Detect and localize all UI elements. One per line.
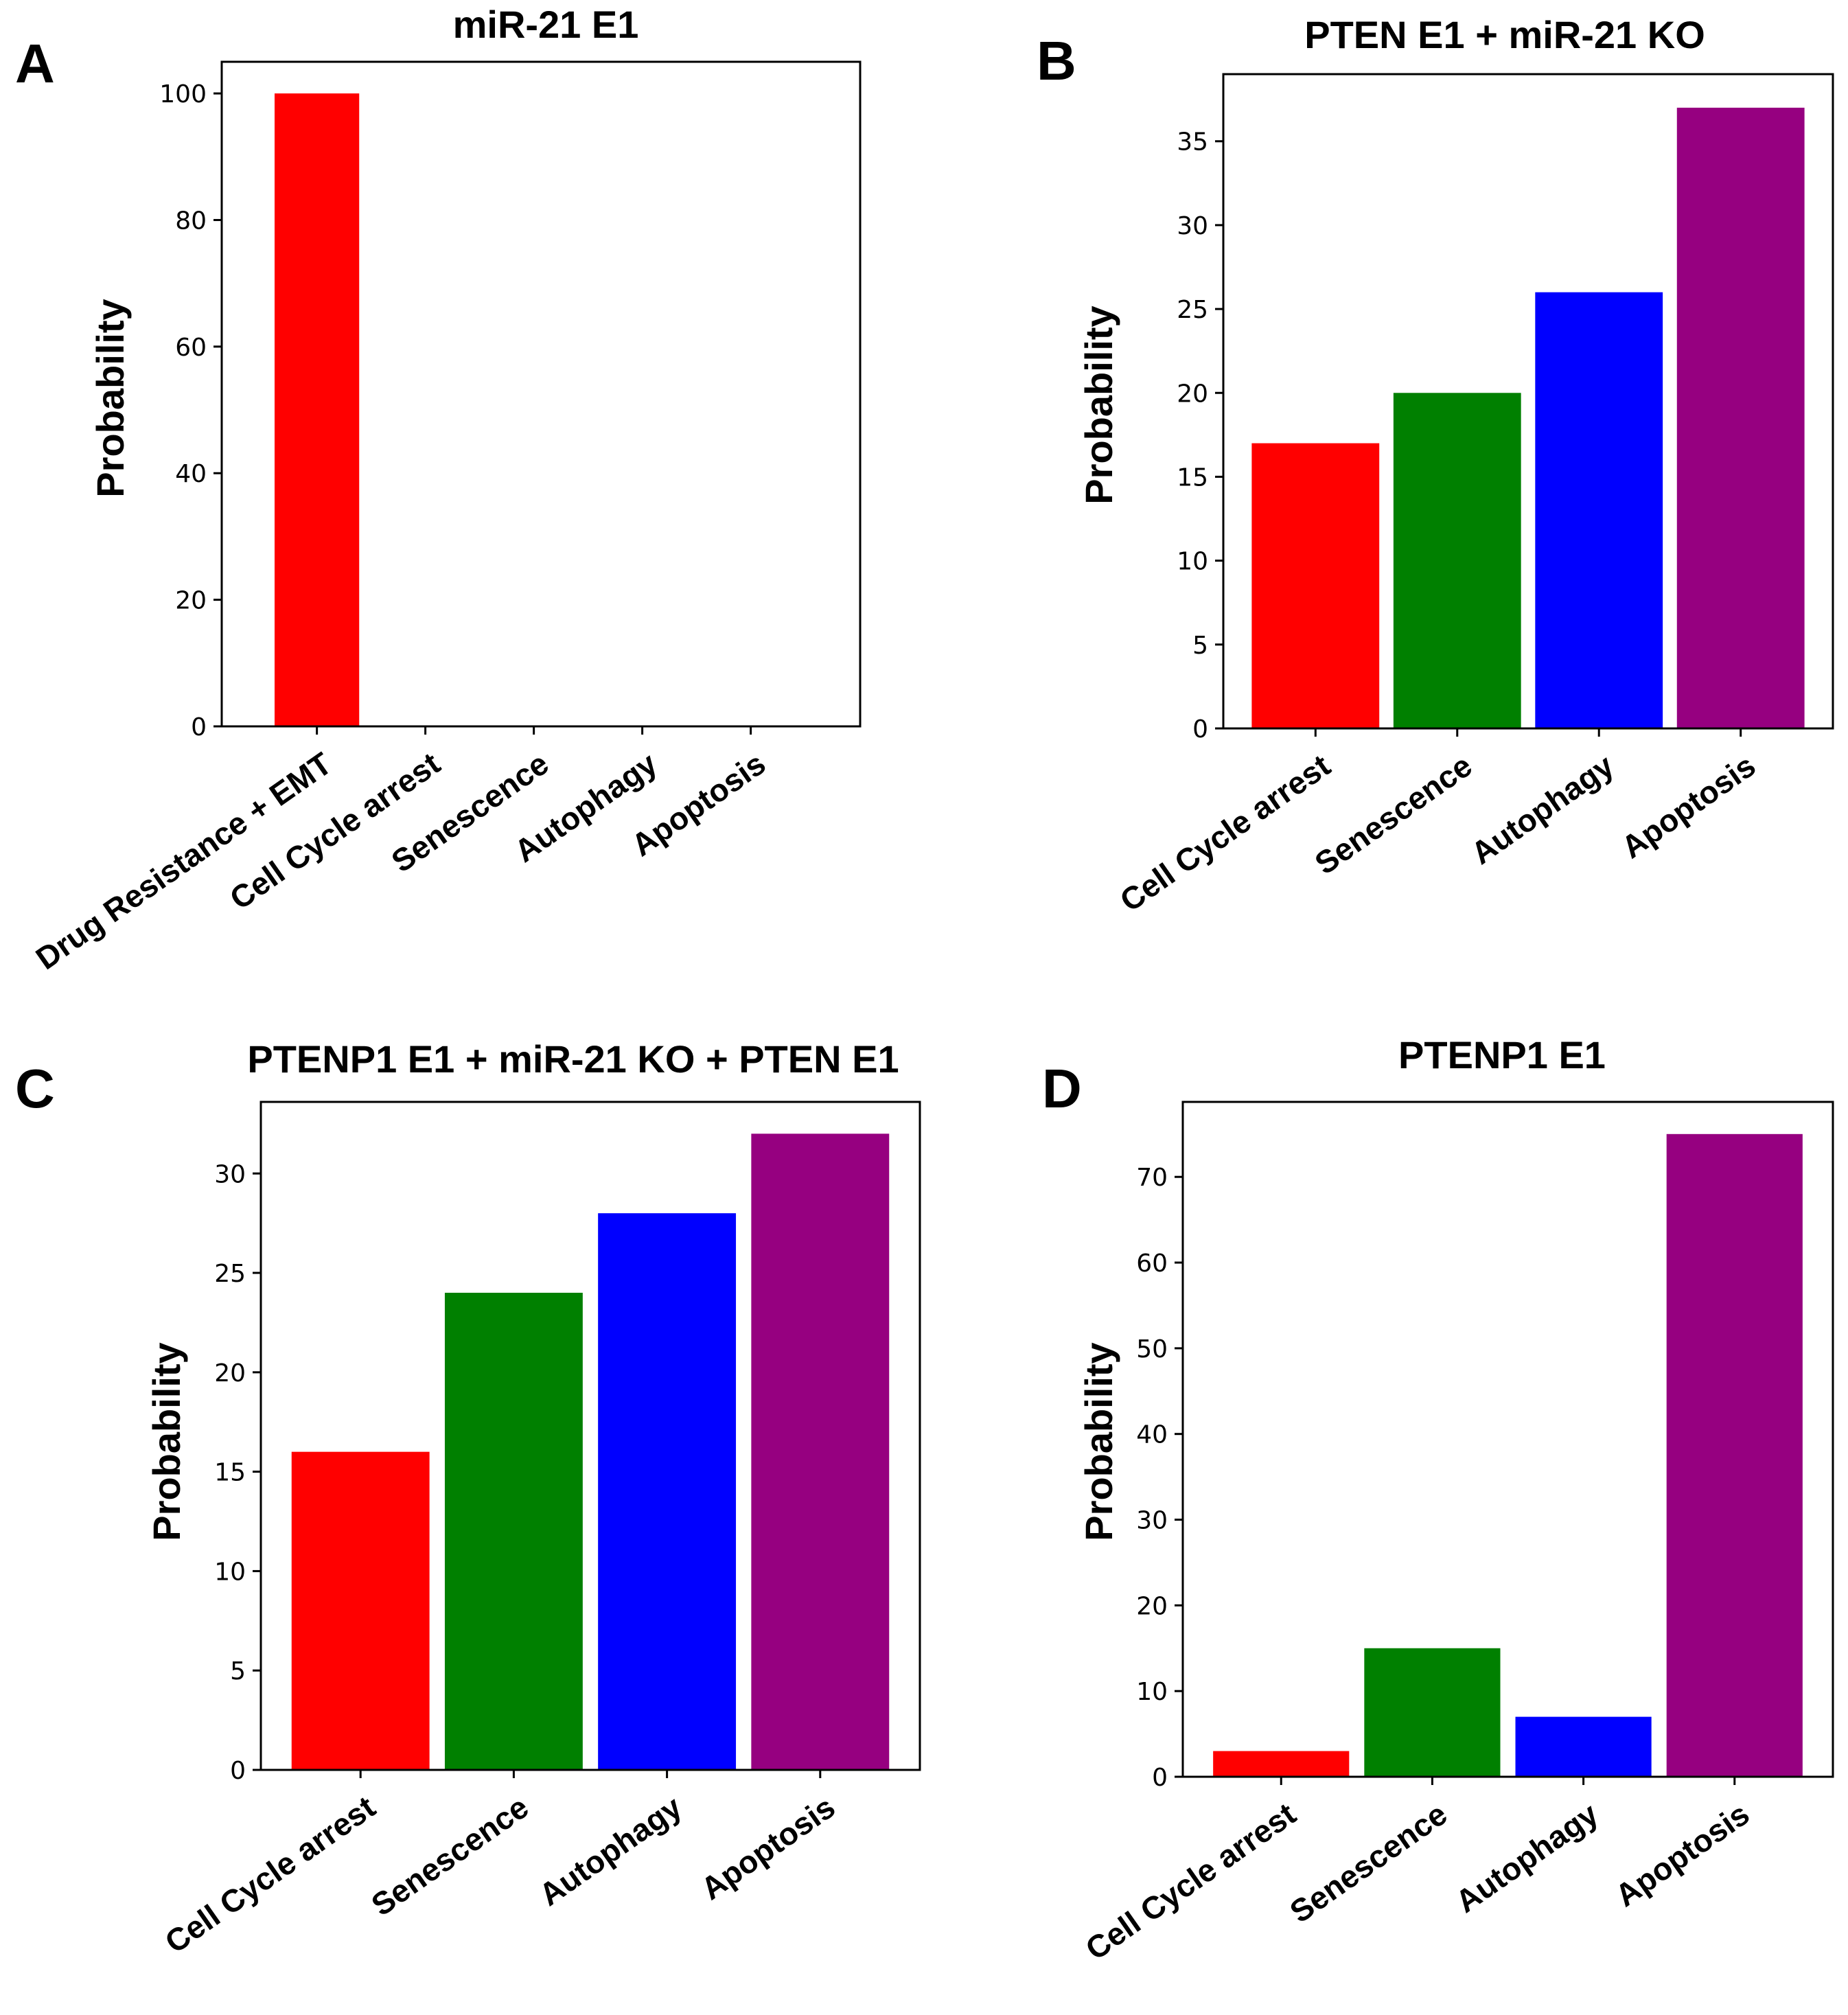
x-tick-label: Autophagy [1464,747,1620,871]
y-tick-label: 0 [230,1757,246,1785]
y-tick-label: 60 [175,334,207,362]
y-tick-label: 0 [1192,715,1208,744]
bar [1213,1751,1350,1777]
x-tick-label: Cell Cycle arrest [1079,1796,1302,1967]
y-tick-label: 20 [1177,380,1208,408]
y-tick-label: 40 [1136,1421,1168,1449]
y-axis-label: Probability [1077,306,1120,504]
y-tick-label: 80 [175,207,207,235]
x-tick-label: Senescence [1308,748,1479,882]
y-tick-label: 15 [1177,463,1208,492]
chart-panel-c: C PTENP1 E1 + miR-21 KO + PTEN E1 Probabil… [15,1037,921,1960]
x-tick-label: Apoptosis [1608,1796,1755,1914]
y-axis-label: Probability [1077,1342,1120,1541]
bar [275,93,360,727]
y-tick-label: 50 [1136,1335,1168,1363]
y-tick-label: 15 [214,1459,246,1487]
y-tick-label: 0 [1152,1764,1168,1792]
chart-title: miR-21 E1 [453,3,639,46]
x-tick-label: Cell Cycle arrest [1113,748,1337,919]
y-tick-label: 20 [214,1359,246,1388]
y-axis-label: Probability [89,299,132,497]
chart-panel-d: D PTENP1 E1 Probability Cell Cycle arrestSe… [1042,1033,1834,1967]
bar [1676,107,1805,728]
chart-title: PTEN E1 + miR-21 KO [1304,13,1705,56]
chart-title: PTENP1 E1 + miR-21 KO + PTEN E1 [247,1037,899,1081]
bar [1251,443,1380,728]
y-tick-label: 20 [175,587,207,615]
y-tick-label: 70 [1136,1164,1168,1192]
y-tick-label: 60 [1136,1250,1168,1278]
y-tick-label: 30 [1177,212,1208,240]
plot-frame [259,1101,921,1771]
y-tick-label: 10 [214,1558,246,1586]
bar [1515,1716,1652,1777]
x-tick-label: Senescence [365,1789,535,1923]
y-tick-label: 25 [1177,296,1208,324]
y-tick-label: 5 [230,1657,246,1685]
bar [1666,1133,1803,1777]
y-tick-label: 10 [1177,548,1208,576]
y-tick-label: 5 [1192,632,1208,660]
plot-frame [1181,1101,1834,1778]
plot-frame [220,60,862,728]
panel-letter: C [15,1058,55,1119]
plot-frame [1222,73,1834,730]
bar [291,1451,430,1770]
chart-title: PTENP1 E1 [1398,1033,1606,1076]
y-tick-label: 35 [1177,128,1208,157]
panel-letter: D [1042,1058,1082,1119]
x-tick-label: Senescence [1283,1796,1453,1930]
y-tick-label: 100 [159,80,207,108]
panel-letter: B [1037,30,1076,91]
bar [598,1213,737,1770]
panel-letter: A [15,33,55,94]
y-tick-label: 10 [1136,1678,1168,1706]
y-tick-label: 30 [1136,1507,1168,1535]
x-tick-label: Autophagy [533,1788,689,1913]
x-tick-label: Cell Cycle arrest [159,1789,382,1960]
bar [1393,393,1521,728]
x-tick-label: Apoptosis [1615,748,1762,866]
bar [751,1133,890,1770]
bar [444,1293,583,1770]
x-tick-label: Autophagy [1449,1795,1605,1920]
bar [1535,292,1663,729]
y-tick-label: 40 [175,460,207,488]
x-tick-label: Apoptosis [694,1789,841,1907]
y-tick-label: 0 [191,713,207,741]
y-tick-label: 30 [214,1160,246,1188]
chart-panel-b: B PTEN E1 + miR-21 KO Probability Cell Cycl… [1037,13,1834,919]
y-axis-label: Probability [145,1342,188,1541]
y-tick-label: 20 [1136,1592,1168,1620]
bar [1364,1648,1501,1777]
y-tick-label: 25 [214,1260,246,1288]
